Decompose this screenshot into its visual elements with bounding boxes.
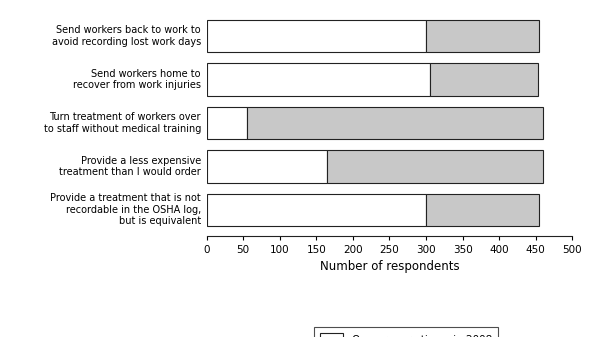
Bar [206,193,426,226]
Bar [206,150,327,183]
Bar [426,20,539,53]
X-axis label: Number of respondents: Number of respondents [320,261,459,274]
Bar [327,150,543,183]
Legend: One or more times in 2008, Never in 2008: One or more times in 2008, Never in 2008 [314,327,498,337]
Bar [430,63,538,96]
Bar [206,20,426,53]
Bar [247,107,543,139]
Bar [206,107,247,139]
Bar [426,193,539,226]
Bar [206,63,430,96]
